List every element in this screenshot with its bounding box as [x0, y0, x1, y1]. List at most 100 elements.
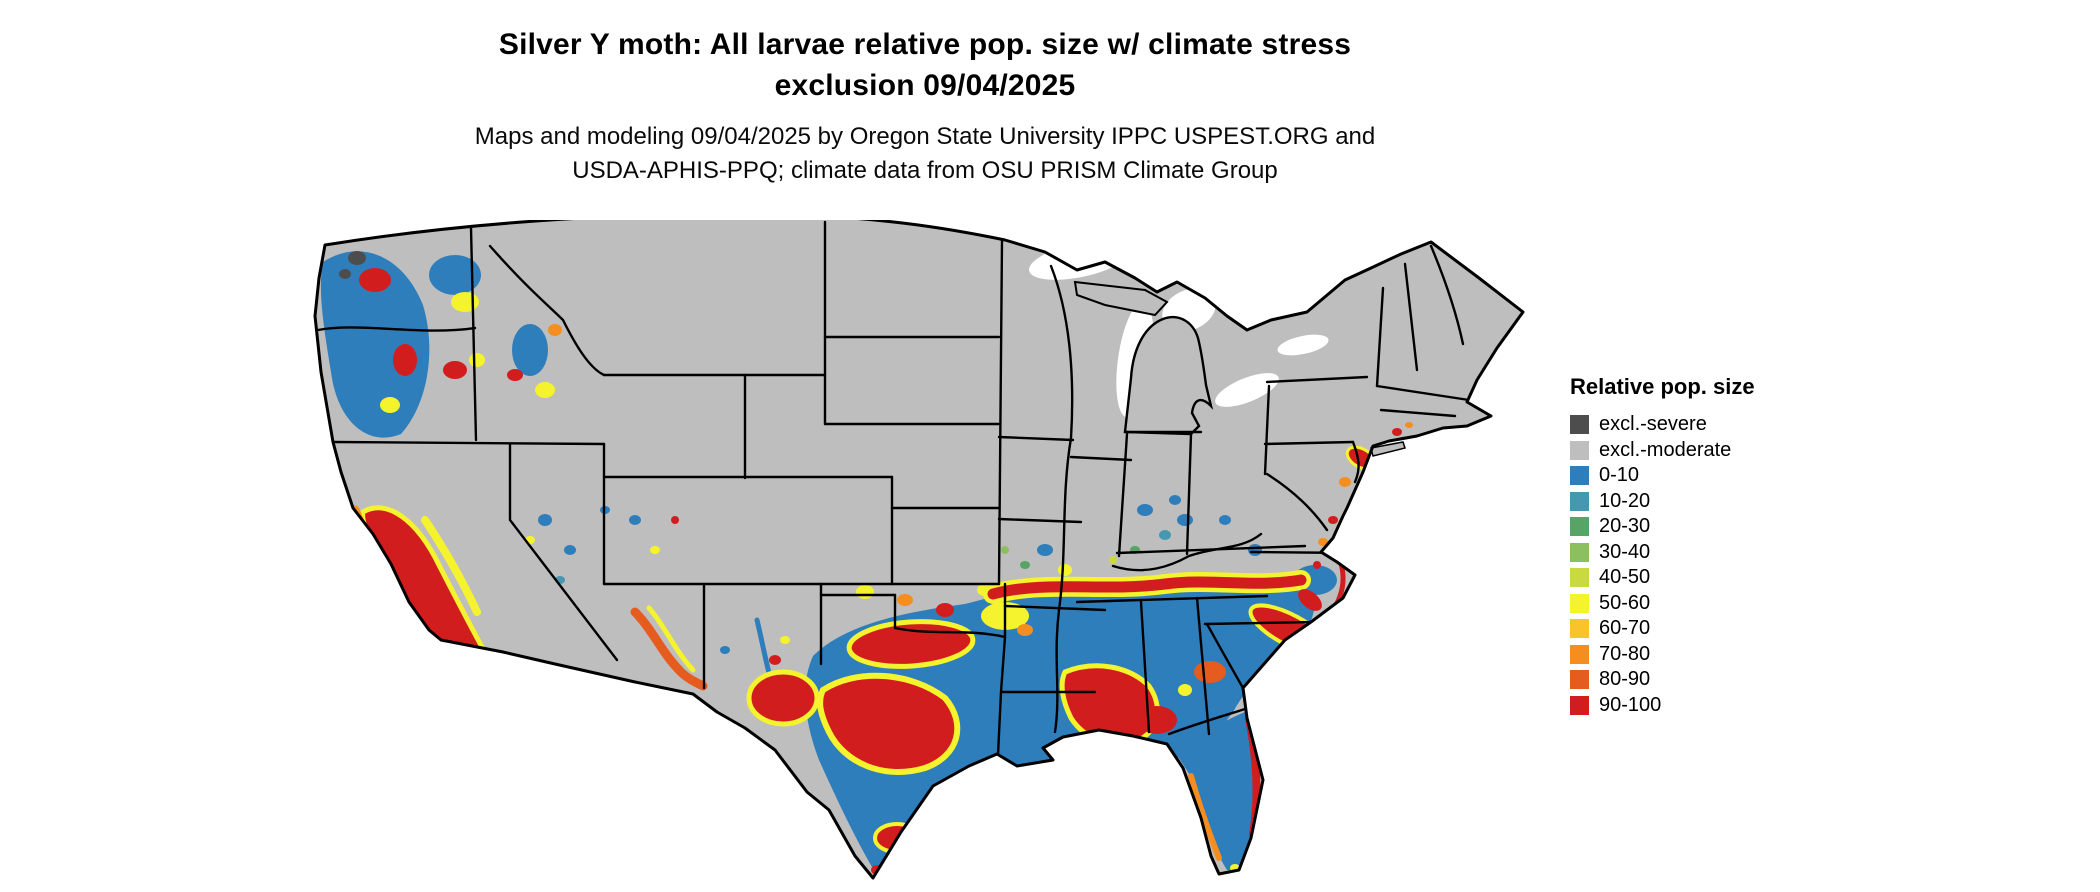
legend-item: 10-20: [1570, 489, 1755, 515]
lake-erie: [1215, 373, 1279, 407]
map-speckle: [535, 382, 555, 398]
legend-label: 10-20: [1599, 489, 1651, 512]
us-population-map: [313, 220, 1525, 880]
legend-swatch: [1570, 415, 1589, 435]
map-speckle: [720, 646, 730, 654]
map-subtitle-line2: USDA-APHIS-PPQ; climate data from OSU PR…: [572, 157, 1278, 184]
map-speckle: [1159, 530, 1171, 540]
legend-item: 70-80: [1570, 642, 1755, 668]
map-speckle: [1313, 561, 1321, 569]
map-speckle: [1017, 624, 1033, 636]
legend-item: 50-60: [1570, 591, 1755, 617]
state-border: [1139, 600, 1151, 734]
map-speckle: [512, 324, 548, 376]
state-border: [469, 226, 478, 442]
map-speckle: [393, 344, 417, 376]
state-border: [488, 244, 606, 377]
legend-label: 90-100: [1599, 693, 1662, 716]
map-speckle: [451, 292, 479, 312]
legend-item: excl.-moderate: [1570, 438, 1755, 464]
map-speckle: [1405, 422, 1413, 428]
michigan-lower-peninsula: [1123, 315, 1214, 436]
map-speckle: [1109, 556, 1117, 564]
legend-item: 90-100: [1570, 693, 1755, 719]
map-speckle: [1178, 684, 1192, 696]
map-speckle: [897, 594, 913, 606]
map-speckle: [1219, 515, 1231, 525]
region-pnw-blue: [320, 251, 430, 438]
legend-item: 20-30: [1570, 514, 1755, 540]
map-speckle: [936, 603, 954, 617]
map-speckle: [1248, 544, 1262, 556]
state-border: [1351, 440, 1360, 484]
map-subtitle-line1: Maps and modeling 09/04/2025 by Oregon S…: [474, 123, 1376, 150]
map-speckle: [564, 545, 576, 555]
state-border: [1265, 375, 1369, 384]
map-speckle: [1177, 514, 1193, 526]
legend-item: 0-10: [1570, 463, 1755, 489]
state-border: [1403, 262, 1419, 372]
legend-label: 20-30: [1599, 515, 1651, 538]
state-border: [1003, 604, 1107, 612]
map-speckle: [429, 255, 481, 295]
state-border: [1069, 455, 1133, 462]
region-florida-westcoast-orange: [1188, 773, 1222, 861]
state-border: [1263, 384, 1271, 476]
state-border: [1049, 264, 1074, 734]
legend-swatch: [1570, 491, 1589, 511]
state-border: [508, 442, 619, 662]
state-border: [997, 238, 1004, 586]
legend-item: 40-50: [1570, 565, 1755, 591]
map-speckle: [507, 369, 523, 381]
michigan-upper-peninsula: [1073, 280, 1169, 317]
lake-superior: [1029, 240, 1131, 280]
map-speckle: [548, 324, 562, 336]
map-speckle: [1037, 544, 1053, 556]
state-border: [1111, 532, 1263, 572]
region-tennessee-band-red: [987, 574, 1307, 600]
legend-swatch: [1570, 644, 1589, 664]
map-speckle: [650, 546, 660, 554]
legend-swatch: [1570, 695, 1589, 715]
region-arizona-yellow-band: [646, 605, 696, 673]
region-arizona-red-band: [630, 607, 708, 691]
legend: Relative pop. size excl.-severe excl.-mo…: [1570, 374, 1755, 718]
legend-swatch: [1570, 670, 1589, 690]
map-speckle: [1137, 706, 1177, 734]
region-florida-blue: [1167, 710, 1260, 871]
state-border: [331, 440, 606, 446]
map-speckle-severe: [348, 251, 366, 265]
state-border: [1249, 550, 1355, 555]
map-speckle: [1318, 538, 1328, 546]
legend-item: 80-90: [1570, 667, 1755, 693]
legend-swatch: [1570, 440, 1589, 460]
legend-label: 70-80: [1599, 642, 1651, 665]
state-border: [1185, 432, 1193, 556]
legend-label: excl.-moderate: [1599, 438, 1732, 461]
map-subtitle: Maps and modeling 09/04/2025 by Oregon S…: [0, 120, 1850, 188]
map-speckle: [1392, 428, 1402, 436]
legend-swatch: [1570, 517, 1589, 537]
state-border: [1263, 440, 1355, 446]
map-title-line1: Silver Y moth: All larvae relative pop. …: [498, 28, 1352, 61]
map-speckle: [671, 516, 679, 524]
region-west-texas-red: [746, 669, 820, 727]
state-border: [1429, 244, 1465, 346]
state-border: [1115, 544, 1307, 555]
legend-label: excl.-severe: [1599, 413, 1707, 436]
state-border: [996, 582, 1007, 757]
state-border: [1205, 622, 1245, 690]
map-title: Silver Y moth: All larvae relative pop. …: [0, 24, 1850, 106]
lake-ontario: [1277, 334, 1329, 356]
state-border: [1195, 596, 1211, 736]
legend-label: 50-60: [1599, 591, 1651, 614]
state-border: [1265, 472, 1329, 532]
map-speckle: [1169, 495, 1181, 505]
legend-label: 60-70: [1599, 617, 1651, 640]
region-georgia-orange: [1194, 661, 1226, 683]
state-border: [316, 326, 477, 332]
map-speckle: [359, 268, 391, 292]
state-border: [1375, 286, 1385, 388]
region-sierra-yellow: [421, 516, 481, 616]
